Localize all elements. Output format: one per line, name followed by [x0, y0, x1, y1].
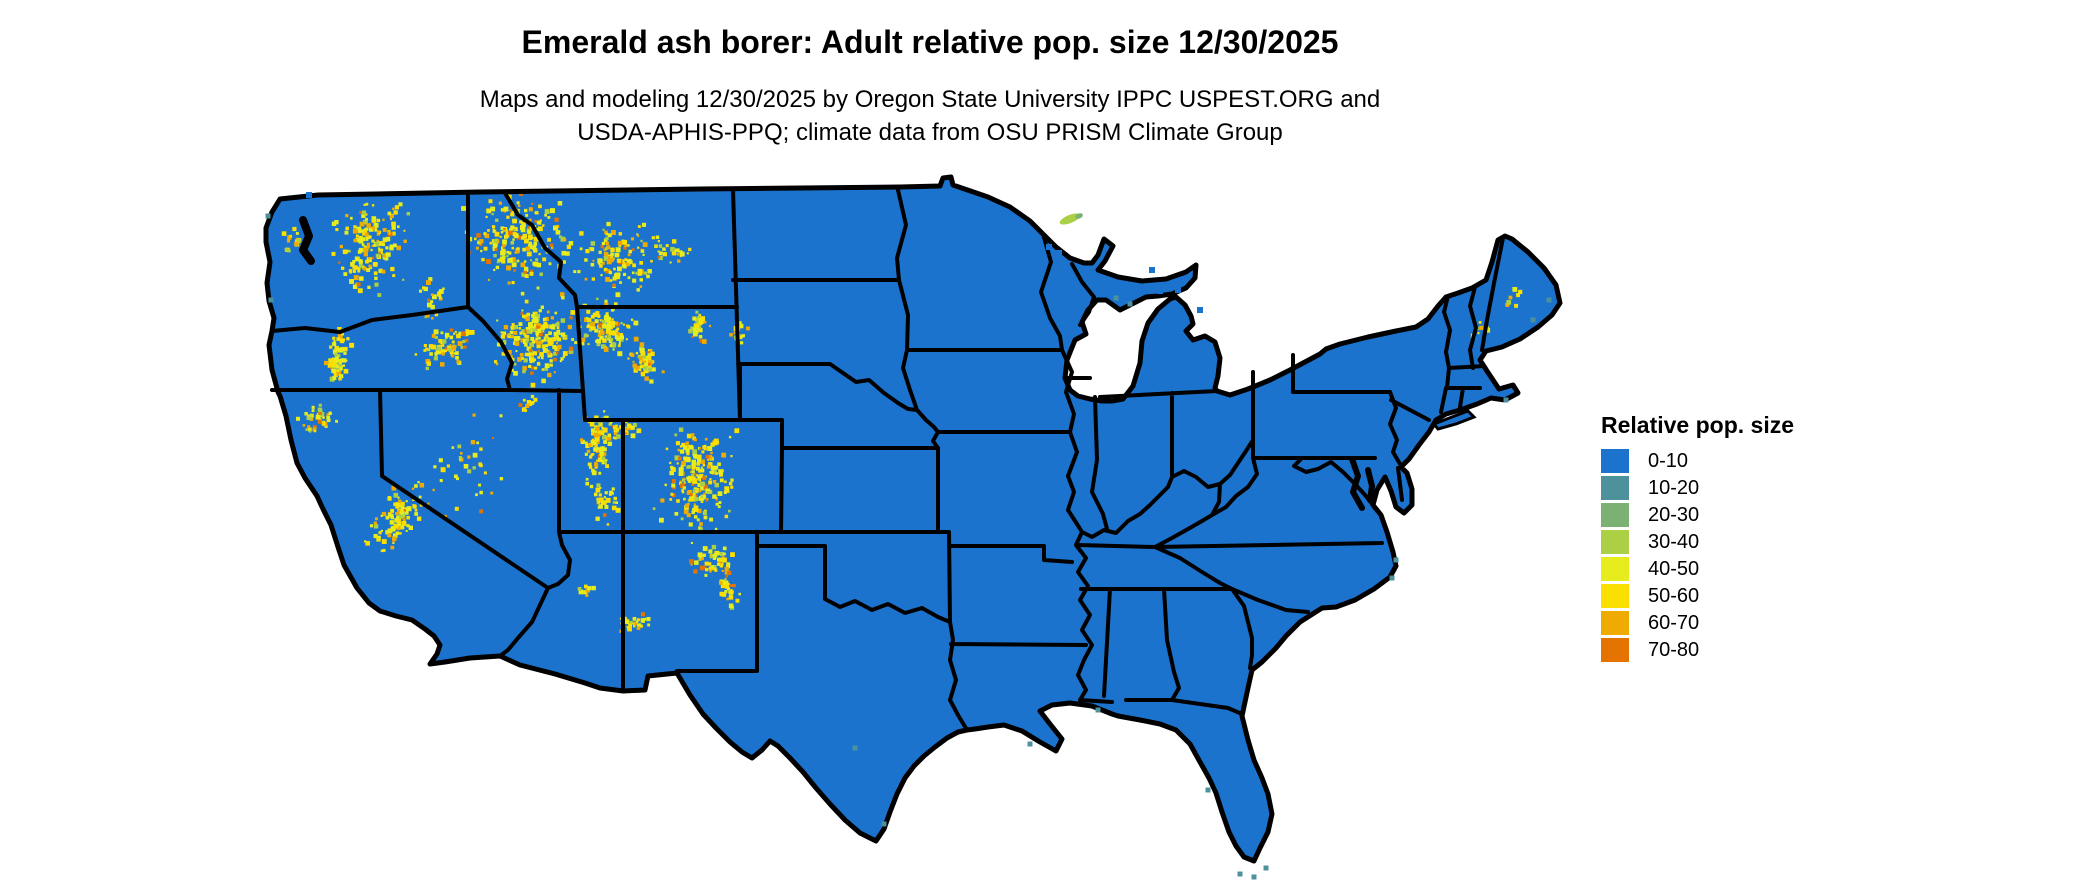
legend-item: 10-20 [1601, 476, 1901, 500]
legend-item: 40-50 [1601, 557, 1901, 581]
legend-swatch [1601, 503, 1629, 527]
legend-item: 0-10 [1601, 449, 1901, 473]
legend-item: 50-60 [1601, 584, 1901, 608]
page-title: Emerald ash borer: Adult relative pop. s… [521, 24, 1339, 60]
isle-royale-hotspot [1059, 213, 1083, 225]
legend-item: 70-80 [1601, 638, 1901, 662]
legend-rows: 0-10 10-20 20-30 30-40 40-50 50-60 60-70 70-80 [1601, 449, 1901, 662]
legend-swatch [1601, 530, 1629, 554]
legend-label: 40-50 [1648, 557, 1700, 580]
legend-label: 50-60 [1648, 584, 1700, 607]
legend-label: 0-10 [1648, 449, 1689, 472]
legend-label: 30-40 [1648, 530, 1700, 553]
subtitle-line-1: Maps and modeling 12/30/2025 by Oregon S… [479, 86, 1381, 113]
legend-swatch [1601, 638, 1629, 662]
chesapeake-bay-inlet [1349, 456, 1375, 511]
legend-label: 60-70 [1648, 611, 1700, 634]
us-coastline [263, 174, 1563, 864]
legend-title: Relative pop. size [1601, 412, 1795, 438]
legend-swatch [1601, 611, 1629, 635]
subtitle-line-2: USDA-APHIS-PPQ; climate data from OSU PR… [577, 119, 1283, 146]
header: Emerald ash borer: Adult relative pop. s… [0, 0, 1860, 149]
legend-swatch [1601, 476, 1629, 500]
legend-item: 60-70 [1601, 611, 1901, 635]
coastal-fringe-dots [265, 192, 1552, 880]
legend-label: 10-20 [1648, 476, 1700, 499]
legend-item: 30-40 [1601, 530, 1901, 554]
legend-label: 70-80 [1648, 638, 1700, 661]
legend-swatch [1601, 584, 1629, 608]
legend-swatch [1601, 449, 1629, 473]
legend: Relative pop. size 0-10 10-20 20-30 30-40 40… [1601, 412, 1901, 665]
us-outline [266, 177, 1560, 861]
legend-item: 20-30 [1601, 503, 1901, 527]
puget-sound-inlet [299, 216, 315, 265]
legend-label: 20-30 [1648, 503, 1700, 526]
long-island [1431, 409, 1477, 431]
state-borders [270, 188, 1505, 732]
legend-swatch [1601, 557, 1629, 581]
subtitle: Maps and modeling 12/30/2025 by Oregon S… [0, 83, 1860, 149]
